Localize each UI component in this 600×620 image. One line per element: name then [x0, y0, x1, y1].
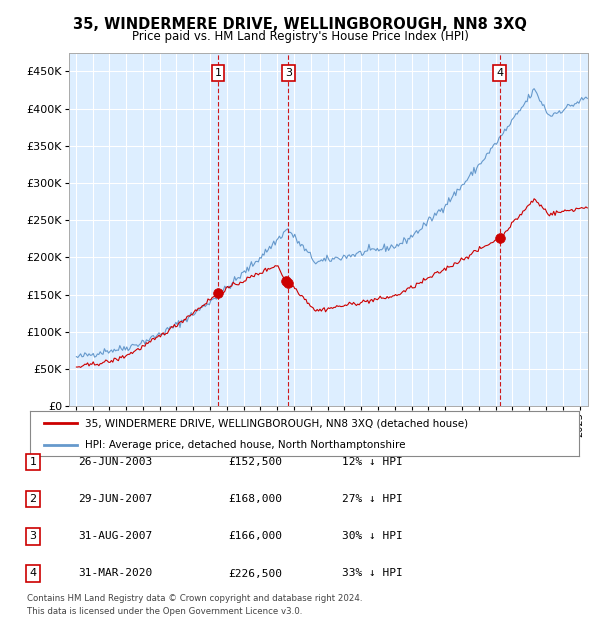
Text: 4: 4: [29, 569, 37, 578]
Text: 2: 2: [29, 494, 37, 504]
Text: 35, WINDERMERE DRIVE, WELLINGBOROUGH, NN8 3XQ (detached house): 35, WINDERMERE DRIVE, WELLINGBOROUGH, NN…: [85, 418, 468, 428]
Text: 35, WINDERMERE DRIVE, WELLINGBOROUGH, NN8 3XQ: 35, WINDERMERE DRIVE, WELLINGBOROUGH, NN…: [73, 17, 527, 32]
Text: £166,000: £166,000: [228, 531, 282, 541]
Text: Contains HM Land Registry data © Crown copyright and database right 2024.: Contains HM Land Registry data © Crown c…: [27, 595, 362, 603]
Text: 26-JUN-2003: 26-JUN-2003: [78, 457, 152, 467]
Text: 31-AUG-2007: 31-AUG-2007: [78, 531, 152, 541]
Text: 33% ↓ HPI: 33% ↓ HPI: [342, 569, 403, 578]
Text: 4: 4: [496, 68, 503, 78]
Text: £226,500: £226,500: [228, 569, 282, 578]
Text: This data is licensed under the Open Government Licence v3.0.: This data is licensed under the Open Gov…: [27, 607, 302, 616]
Text: 29-JUN-2007: 29-JUN-2007: [78, 494, 152, 504]
Text: £168,000: £168,000: [228, 494, 282, 504]
Text: Price paid vs. HM Land Registry's House Price Index (HPI): Price paid vs. HM Land Registry's House …: [131, 30, 469, 43]
Text: £152,500: £152,500: [228, 457, 282, 467]
Text: 3: 3: [29, 531, 37, 541]
Text: 12% ↓ HPI: 12% ↓ HPI: [342, 457, 403, 467]
Text: 1: 1: [215, 68, 222, 78]
Text: 1: 1: [29, 457, 37, 467]
Text: HPI: Average price, detached house, North Northamptonshire: HPI: Average price, detached house, Nort…: [85, 440, 406, 450]
Text: 27% ↓ HPI: 27% ↓ HPI: [342, 494, 403, 504]
Text: 31-MAR-2020: 31-MAR-2020: [78, 569, 152, 578]
Text: 3: 3: [285, 68, 292, 78]
Text: 30% ↓ HPI: 30% ↓ HPI: [342, 531, 403, 541]
